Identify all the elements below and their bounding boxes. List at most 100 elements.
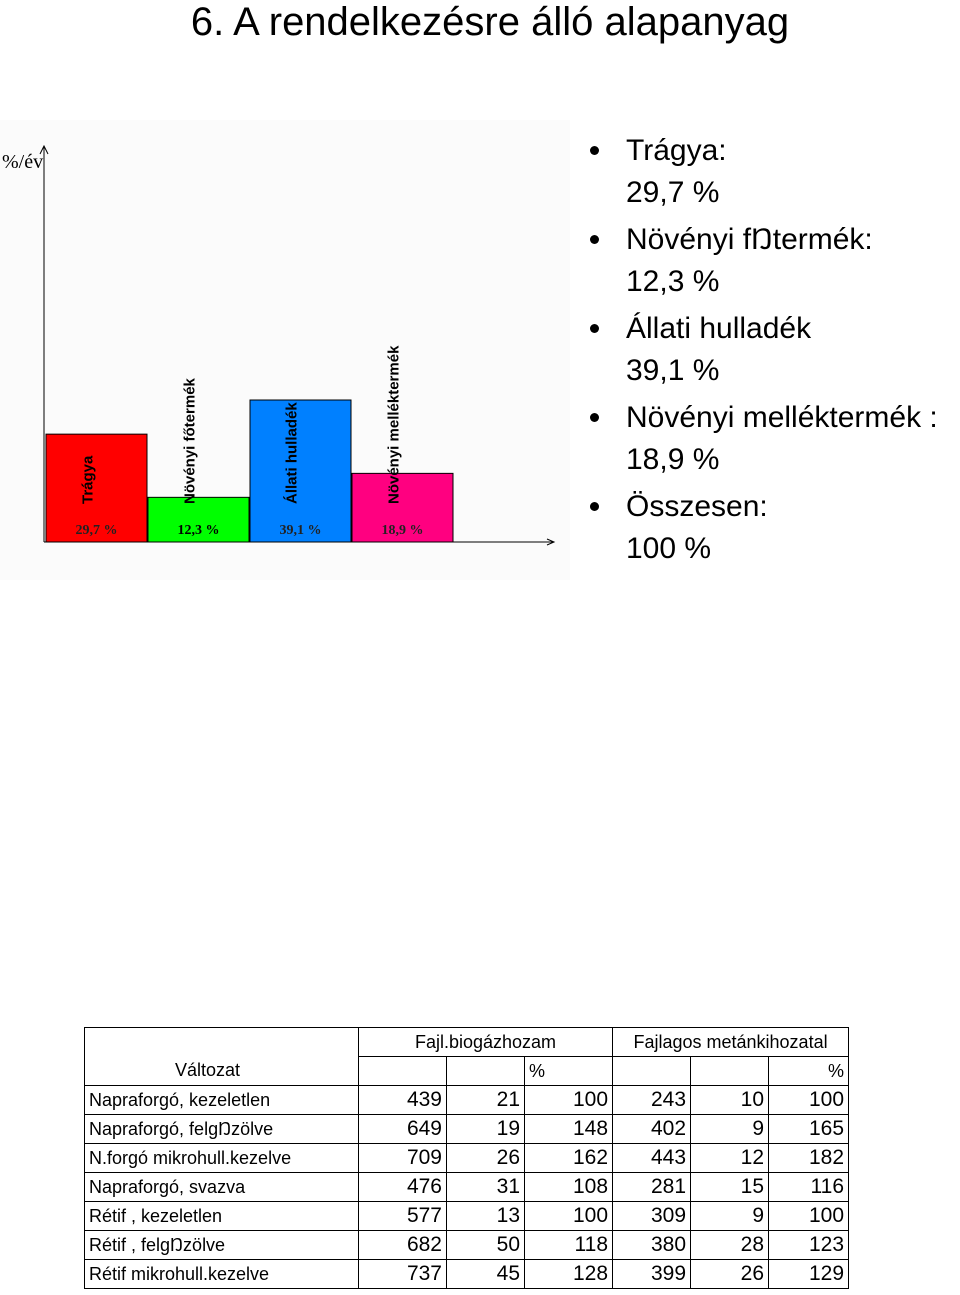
table-row: Rétif , felgŊzölve 682 50 118 380 28 123 (84, 1230, 850, 1260)
bullet-value: 29,7 % (626, 176, 720, 209)
bullet-item: Növényi melléktermék : 18,9 % (588, 397, 960, 481)
table-cell: 162 (523, 1143, 614, 1173)
row-label: Rétif , felgŊzölve (84, 1230, 359, 1260)
table-cell (612, 1056, 692, 1086)
table-cell: 15 (690, 1172, 770, 1202)
table-cell: 100 (768, 1085, 850, 1115)
table-cell: 129 (768, 1259, 850, 1289)
y-axis-label: %/év (2, 151, 43, 173)
bullet-item: Trágya: 29,7 % (588, 130, 960, 214)
table-row: Napraforgó, kezeletlen 439 21 100 243 10… (84, 1085, 850, 1115)
bullet-dot-icon (590, 235, 599, 244)
bullet-dot-icon (590, 502, 599, 511)
bullet-label: Trágya: (626, 134, 727, 167)
table-cell: 476 (358, 1172, 447, 1202)
bar-category-label: Növényi melléktermék (386, 345, 403, 504)
row-label: N.forgó mikrohull.kezelve (84, 1143, 359, 1173)
bullet-list: Trágya: 29,7 % Növényi fŊtermék: 12,3 % … (588, 130, 960, 575)
bullet-item: Összesen: 100 % (588, 486, 960, 570)
bullet-item: Növényi fŊtermék: 12,3 % (588, 219, 960, 303)
bar-value-label: 12,3 % (178, 523, 220, 538)
bullet-item: Állati hulladék 39,1 % (588, 308, 960, 392)
header-specific-methane-yield: Fajlagos metánkihozatal (612, 1027, 850, 1057)
table-cell: 100 (523, 1201, 614, 1231)
table-header-row: Változat % % (84, 1056, 850, 1086)
bullet-dot-icon (590, 324, 599, 333)
table-cell: 31 (446, 1172, 525, 1202)
row-label: Napraforgó, kezeletlen (84, 1085, 359, 1115)
table-cell: 309 (612, 1201, 692, 1231)
table-cell: 21 (446, 1085, 525, 1115)
bullet-label: Növényi melléktermék : (626, 401, 938, 434)
row-label: Napraforgó, felgŊzölve (84, 1114, 359, 1144)
bullet-value: 12,3 % (626, 265, 720, 298)
header-specific-biogas-yield: Fajl.biogázhozam (357, 1027, 614, 1057)
bullet-value: 39,1 % (626, 354, 720, 387)
bar (147, 496, 250, 543)
table-cell: 26 (690, 1259, 770, 1289)
table-cell: 100 (768, 1201, 850, 1231)
x-axis-arrow-icon (546, 538, 556, 546)
table-cell: 123 (768, 1230, 850, 1260)
bullet-value: 100 % (626, 532, 712, 565)
bar-category-label: Trágya (80, 455, 97, 504)
bar (45, 433, 148, 543)
table-cell: 128 (523, 1259, 614, 1289)
biogas-yield-table: Fajl.biogázhozam Fajlagos metánkihozatal… (84, 1027, 850, 1289)
bar-category-label: Növényi főtermék (182, 377, 199, 504)
row-label: Rétif , kezeletlen (84, 1201, 359, 1231)
table-cell: 26 (446, 1143, 525, 1173)
table-cell: 443 (612, 1143, 692, 1173)
table-cell: 165 (768, 1114, 850, 1144)
table-cell: 13 (446, 1201, 525, 1231)
table-cell: 108 (523, 1172, 614, 1202)
header-percent: % (768, 1056, 850, 1086)
table-cell: 9 (690, 1201, 770, 1231)
table-cell: 243 (612, 1085, 692, 1115)
bar-chart: %/év 29,7 % Trágya 12,3 % Növényi főtermék 39… (0, 120, 570, 580)
y-axis-arrow-icon (39, 144, 49, 155)
table-cell: 12 (690, 1143, 770, 1173)
table-cell: 737 (358, 1259, 447, 1289)
table-cell (358, 1056, 447, 1086)
bar (249, 399, 352, 543)
bullet-dot-icon (590, 146, 599, 155)
table-cell: 577 (358, 1201, 447, 1231)
bullet-value: 18,9 % (626, 443, 720, 476)
table-cell: 439 (358, 1085, 447, 1115)
table-cell: 9 (690, 1114, 770, 1144)
table-cell: 45 (446, 1259, 525, 1289)
table-cell: 116 (768, 1172, 850, 1202)
bar (351, 472, 454, 543)
table-cell: 148 (523, 1114, 614, 1144)
row-label: Napraforgó, svazva (84, 1172, 359, 1202)
bullet-label: Növényi fŊtermék: (626, 223, 873, 256)
table-cell: 402 (612, 1114, 692, 1144)
table-cell: 399 (612, 1259, 692, 1289)
table-corner-cell (84, 1027, 359, 1057)
table-cell: 19 (446, 1114, 525, 1144)
table-cell: 709 (358, 1143, 447, 1173)
table-cell: 682 (358, 1230, 447, 1260)
table-cell: 100 (523, 1085, 614, 1115)
table-cell: 10 (690, 1085, 770, 1115)
bullet-label: Állati hulladék (626, 312, 812, 345)
table-cell (690, 1056, 770, 1086)
table-row: N.forgó mikrohull.kezelve 709 26 162 443… (84, 1143, 850, 1173)
table-cell: 281 (612, 1172, 692, 1202)
table-cell: 118 (523, 1230, 614, 1260)
bullet-label: Összesen: (626, 490, 768, 523)
table-row: Rétif mikrohull.kezelve 737 45 128 399 2… (84, 1259, 850, 1289)
page-title: 6. A rendelkezésre álló alapanyag (190, 0, 790, 44)
bar-category-label: Állati hulladék (284, 402, 301, 504)
bullet-dot-icon (590, 413, 599, 422)
header-percent: % (523, 1056, 614, 1086)
header-variant: Változat (84, 1056, 359, 1086)
table-row: Napraforgó, felgŊzölve 649 19 148 402 9 … (84, 1114, 850, 1144)
bar-value-label: 39,1 % (280, 523, 322, 538)
bar-value-label: 29,7 % (76, 523, 118, 538)
table-row: Napraforgó, svazva 476 31 108 281 15 116 (84, 1172, 850, 1202)
table-cell: 50 (446, 1230, 525, 1260)
table-cell: 28 (690, 1230, 770, 1260)
table-cell: 649 (358, 1114, 447, 1144)
